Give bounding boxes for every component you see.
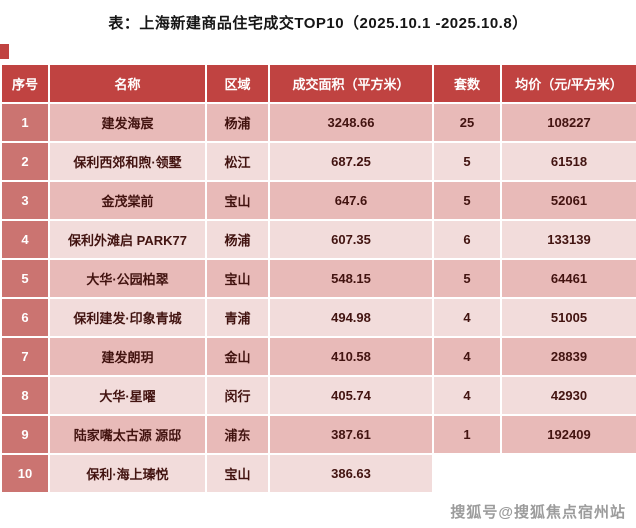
cell-units: 4 [432,297,502,338]
col-header-district: 区域 [205,63,270,104]
col-header-units: 套数 [432,63,502,104]
cell-price: 51005 [500,297,636,338]
cell-units: 5 [432,258,502,299]
cell-area: 494.98 [268,297,434,338]
table-row: 1 建发海宸 杨浦 3248.66 25 108227 [0,102,636,143]
cell-units [432,453,502,494]
cell-no: 2 [0,141,50,182]
cell-name: 金茂棠前 [48,180,207,221]
cell-units: 5 [432,180,502,221]
cell-no: 3 [0,180,50,221]
header-row: 序号 名称 区域 成交面积（平方米） 套数 均价（元/平方米） [0,63,636,104]
cell-no: 7 [0,336,50,377]
cell-district: 杨浦 [205,219,270,260]
table-row: 2 保利西郊和煦·领墅 松江 687.25 5 61518 [0,141,636,182]
cell-name: 大华·公园柏翠 [48,258,207,299]
cell-district: 青浦 [205,297,270,338]
table-row: 9 陆家嘴太古源 源邸 浦东 387.61 1 192409 [0,414,636,455]
cell-price: 61518 [500,141,636,182]
cell-name: 陆家嘴太古源 源邸 [48,414,207,455]
page-title: 表：上海新建商品住宅成交TOP10（2025.10.1 -2025.10.8） [108,15,528,32]
cell-area: 647.6 [268,180,434,221]
table-row: 4 保利外滩启 PARK77 杨浦 607.35 6 133139 [0,219,636,260]
cell-district: 宝山 [205,258,270,299]
cell-name: 建发海宸 [48,102,207,143]
cell-price: 42930 [500,375,636,416]
cell-area: 607.35 [268,219,434,260]
cell-no: 10 [0,453,50,494]
cell-district: 松江 [205,141,270,182]
watermark: 搜狐号@搜狐焦点宿州站 [450,504,626,521]
cell-area: 405.74 [268,375,434,416]
table-row: 7 建发朗玥 金山 410.58 4 28839 [0,336,636,377]
cell-price: 133139 [500,219,636,260]
cell-area: 386.63 [268,453,434,494]
cell-no: 5 [0,258,50,299]
table-row: 5 大华·公园柏翠 宝山 548.15 5 64461 [0,258,636,299]
table-row: 6 保利建发·印象青城 青浦 494.98 4 51005 [0,297,636,338]
cell-no: 6 [0,297,50,338]
cell-area: 687.25 [268,141,434,182]
cell-area: 3248.66 [268,102,434,143]
col-header-price: 均价（元/平方米） [500,63,636,104]
cell-district: 杨浦 [205,102,270,143]
cell-district: 宝山 [205,180,270,221]
col-header-name: 名称 [48,63,207,104]
cell-area: 548.15 [268,258,434,299]
cell-district: 闵行 [205,375,270,416]
cell-price [500,453,636,494]
cell-district: 浦东 [205,414,270,455]
table-row: 3 金茂棠前 宝山 647.6 5 52061 [0,180,636,221]
cell-no: 9 [0,414,50,455]
cell-name: 保利建发·印象青城 [48,297,207,338]
cell-name: 保利外滩启 PARK77 [48,219,207,260]
col-header-no: 序号 [0,63,50,104]
col-header-area: 成交面积（平方米） [268,63,434,104]
cell-no: 4 [0,219,50,260]
cell-name: 保利·海上瑧悦 [48,453,207,494]
cell-area: 410.58 [268,336,434,377]
cell-units: 1 [432,414,502,455]
top10-table: 序号 名称 区域 成交面积（平方米） 套数 均价（元/平方米） 1 建发海宸 杨… [0,63,636,494]
cell-units: 4 [432,336,502,377]
cell-price: 64461 [500,258,636,299]
cell-name: 保利西郊和煦·领墅 [48,141,207,182]
cell-area: 387.61 [268,414,434,455]
cell-no: 8 [0,375,50,416]
red-marker [0,44,9,59]
cell-units: 4 [432,375,502,416]
table-row: 10 保利·海上瑧悦 宝山 386.63 [0,453,636,494]
cell-district: 宝山 [205,453,270,494]
cell-units: 5 [432,141,502,182]
cell-price: 52061 [500,180,636,221]
cell-units: 6 [432,219,502,260]
cell-name: 建发朗玥 [48,336,207,377]
cell-price: 28839 [500,336,636,377]
cell-price: 108227 [500,102,636,143]
cell-name: 大华·星曜 [48,375,207,416]
cell-units: 25 [432,102,502,143]
cell-no: 1 [0,102,50,143]
cell-district: 金山 [205,336,270,377]
cell-price: 192409 [500,414,636,455]
table-row: 8 大华·星曜 闵行 405.74 4 42930 [0,375,636,416]
